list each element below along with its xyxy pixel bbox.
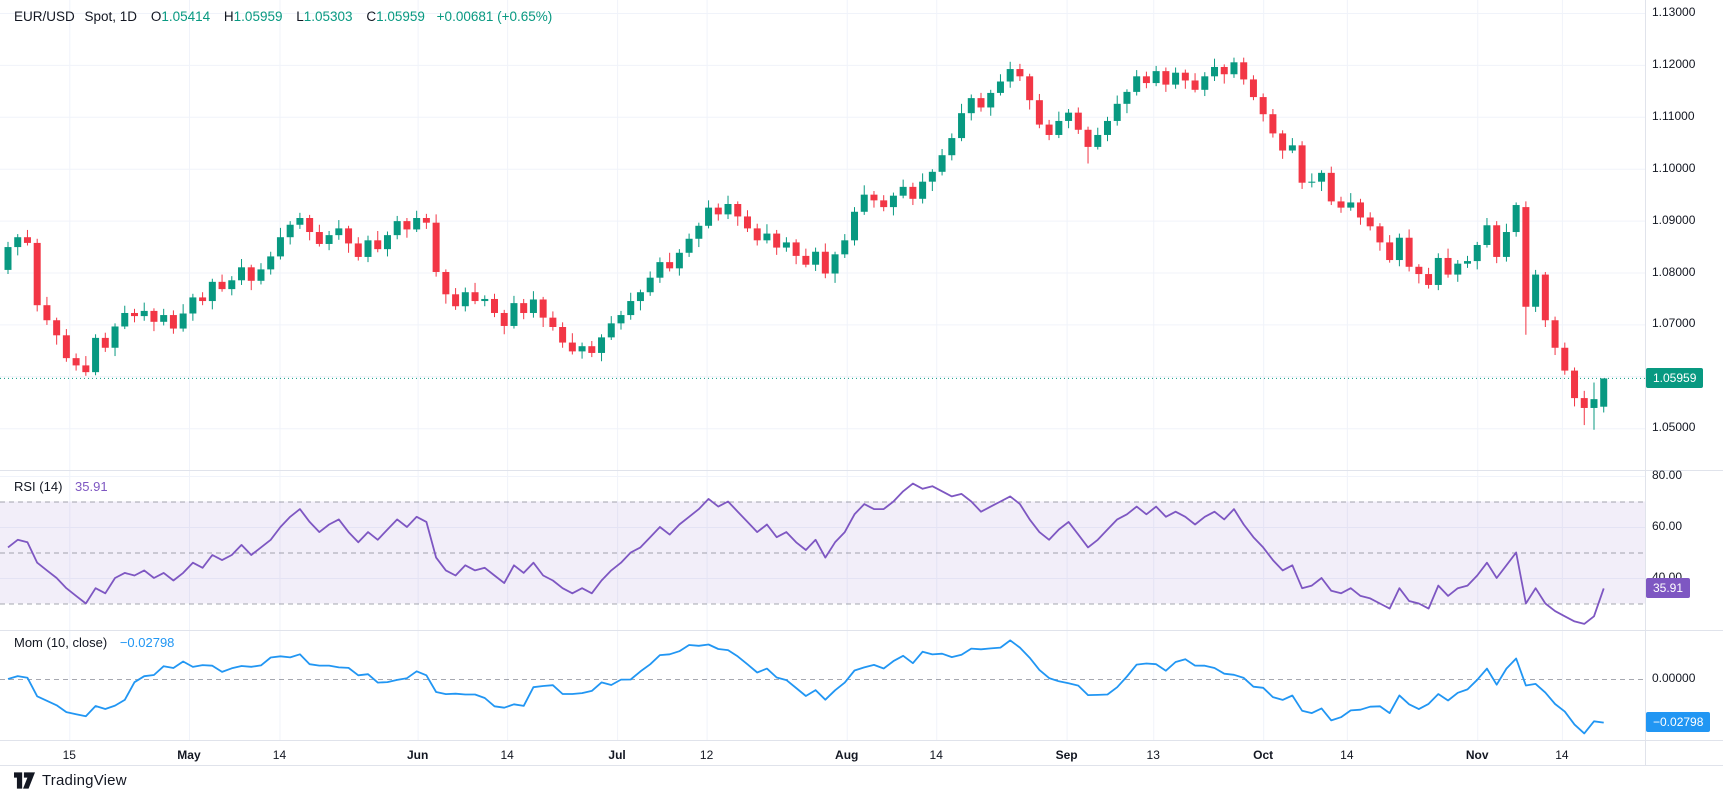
time-axis-month-label: Jun [406,748,429,762]
price-axis-label: 1.05000 [1652,420,1696,435]
mom-legend: Mom (10, close) −0.02798 [14,635,174,650]
price-axis-label: 1.12000 [1652,56,1696,71]
tradingview-attribution[interactable]: TradingView [14,772,127,789]
rsi-axis-label: 60.00 [1652,519,1683,533]
time-axis-month-label: Jul [608,748,626,762]
time-axis-month-label: Nov [1465,748,1489,762]
low-value: 1.05303 [303,9,353,24]
time-axis-day-label: 14 [929,748,943,762]
mom-axis-label: 0.00000 [1652,671,1696,685]
tradingview-logo-icon [14,772,35,789]
change-value: +0.00681 (+0.65%) [436,9,553,24]
rsi-axis-label: 80.00 [1652,468,1683,482]
rsi-legend: RSI (14) 35.91 [14,479,108,494]
price-axis-label: 1.13000 [1652,5,1696,19]
time-axis-month-label: Sep [1055,748,1078,762]
open-value: 1.05414 [161,9,211,24]
symbol-name[interactable]: EUR/USD [14,9,75,24]
symbol-series: Spot, 1D [84,9,138,24]
last-price-tag: 1.05959 [1646,368,1704,389]
rsi-value-tag: 35.91 [1646,578,1691,599]
time-axis-day-label: 14 [1340,748,1354,762]
price-axis-label: 1.08000 [1652,264,1696,279]
mom-value-tag: −0.02798 [1646,712,1711,733]
mom-name[interactable]: Mom (10, close) [14,635,108,650]
time-axis-day-label: 13 [1146,748,1160,762]
price-axis-label: 1.11000 [1652,108,1695,123]
price-axis-label: 1.10000 [1652,160,1696,175]
mom-value: −0.02798 [119,635,175,650]
close-label: C [366,9,377,24]
time-axis-day-label: 15 [62,748,76,762]
high-label: H [223,9,234,24]
time-axis-month-label: May [177,748,201,762]
time-axis-day-label: 14 [272,748,287,762]
time-axis-day-label: 14 [500,748,514,762]
rsi-name[interactable]: RSI (14) [14,479,63,494]
time-axis-day-label: 14 [1555,748,1569,762]
open-label: O [150,9,162,24]
time-axis-day-label: 12 [699,748,714,762]
symbol-legend: EUR/USD Spot, 1D O1.05414 H1.05959 L1.05… [14,9,552,24]
time-axis-month-label: Oct [1253,748,1274,762]
rsi-value: 35.91 [75,479,108,494]
tradingview-logo-text: TradingView [42,772,127,789]
price-axis-label: 1.09000 [1652,212,1696,227]
time-axis-month-label: Aug [835,748,859,762]
low-label: L [296,9,304,24]
close-value: 1.05959 [376,9,425,24]
price-axis-label: 1.07000 [1652,316,1696,331]
high-value: 1.05959 [233,9,283,24]
